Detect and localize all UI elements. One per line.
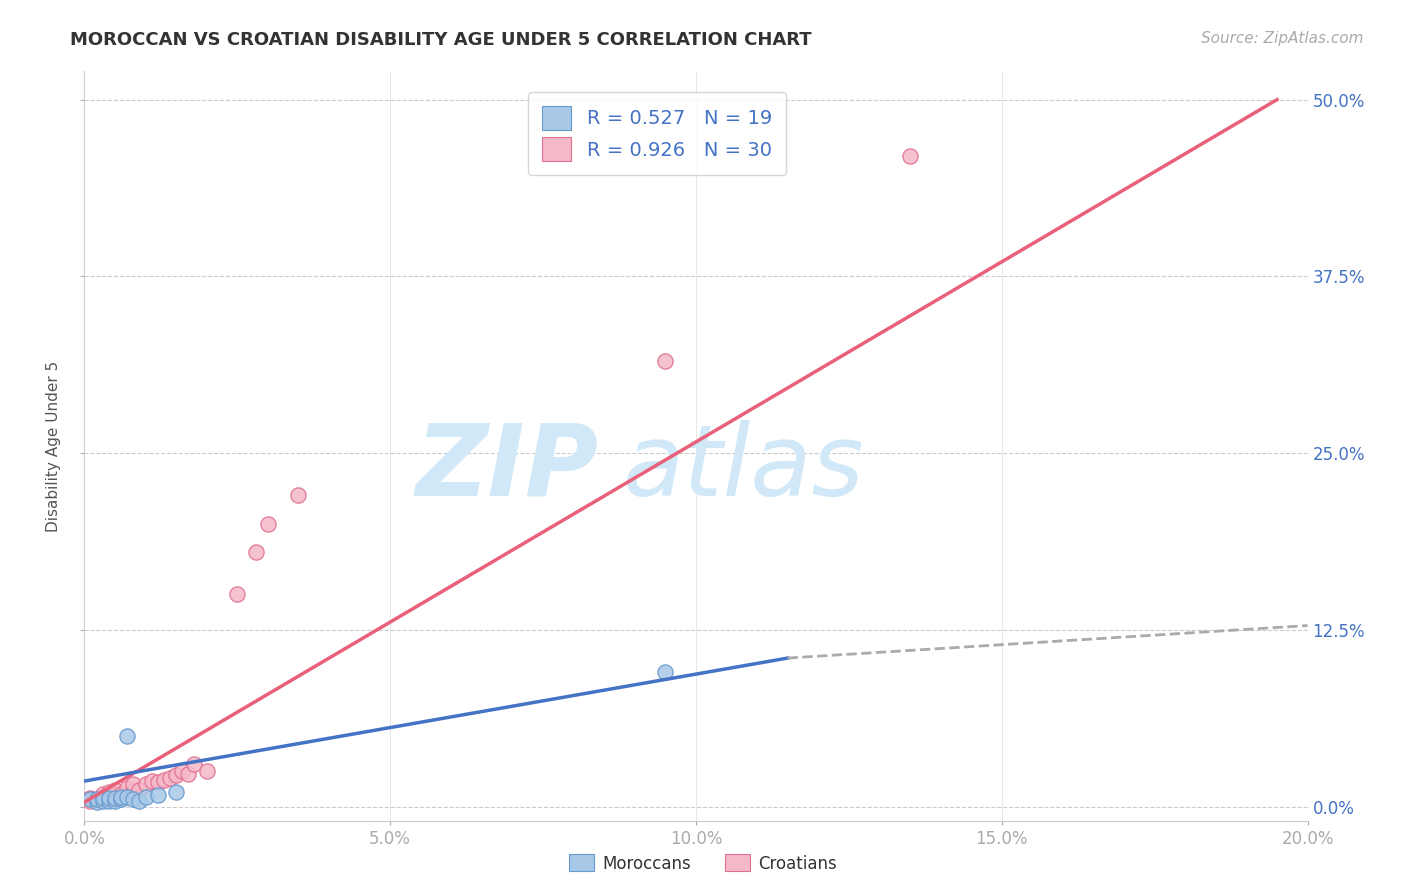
Point xyxy=(86,795,108,809)
Point xyxy=(97,791,120,805)
Text: Source: ZipAtlas.com: Source: ZipAtlas.com xyxy=(1201,31,1364,46)
Point xyxy=(110,792,132,806)
Point xyxy=(97,794,120,808)
Text: MOROCCAN VS CROATIAN DISABILITY AGE UNDER 5 CORRELATION CHART: MOROCCAN VS CROATIAN DISABILITY AGE UNDE… xyxy=(70,31,811,49)
Point xyxy=(122,784,145,798)
Point xyxy=(122,792,145,806)
Point xyxy=(128,782,150,797)
Point xyxy=(86,792,108,806)
Point xyxy=(86,792,108,806)
Point xyxy=(97,791,120,805)
Y-axis label: Disability Age Under 5: Disability Age Under 5 xyxy=(46,360,62,532)
Point xyxy=(195,764,218,779)
Point xyxy=(104,794,127,808)
Point xyxy=(135,777,157,791)
Point xyxy=(146,775,169,789)
Point xyxy=(172,764,194,779)
Point xyxy=(97,785,120,799)
Text: ZIP: ZIP xyxy=(415,420,598,517)
Point xyxy=(245,545,267,559)
Point xyxy=(115,729,138,743)
Point xyxy=(79,792,101,806)
Point xyxy=(654,354,676,368)
Point xyxy=(91,787,114,801)
Point xyxy=(104,782,127,797)
Point xyxy=(115,781,138,796)
Point xyxy=(115,789,138,804)
Point xyxy=(91,791,114,805)
Point xyxy=(135,789,157,804)
Point xyxy=(177,767,200,781)
Point xyxy=(79,794,101,808)
Point xyxy=(153,772,176,787)
Point xyxy=(110,787,132,801)
Point xyxy=(110,789,132,804)
Point xyxy=(287,488,309,502)
Point xyxy=(257,516,280,531)
Text: atlas: atlas xyxy=(623,420,865,517)
Point xyxy=(141,774,163,789)
Legend: R = 0.527   N = 19, R = 0.926   N = 30: R = 0.527 N = 19, R = 0.926 N = 30 xyxy=(529,92,786,175)
Point xyxy=(146,788,169,802)
Point xyxy=(91,794,114,808)
Point xyxy=(91,789,114,804)
Point xyxy=(654,665,676,680)
Point xyxy=(128,794,150,808)
Point xyxy=(183,757,205,772)
Point xyxy=(104,788,127,802)
Legend: Moroccans, Croatians: Moroccans, Croatians xyxy=(562,847,844,880)
Point xyxy=(898,149,921,163)
Point xyxy=(104,791,127,805)
Point xyxy=(159,771,181,785)
Point xyxy=(79,791,101,805)
Point xyxy=(226,587,249,601)
Point xyxy=(165,768,187,782)
Point xyxy=(165,785,187,799)
Point xyxy=(122,777,145,791)
